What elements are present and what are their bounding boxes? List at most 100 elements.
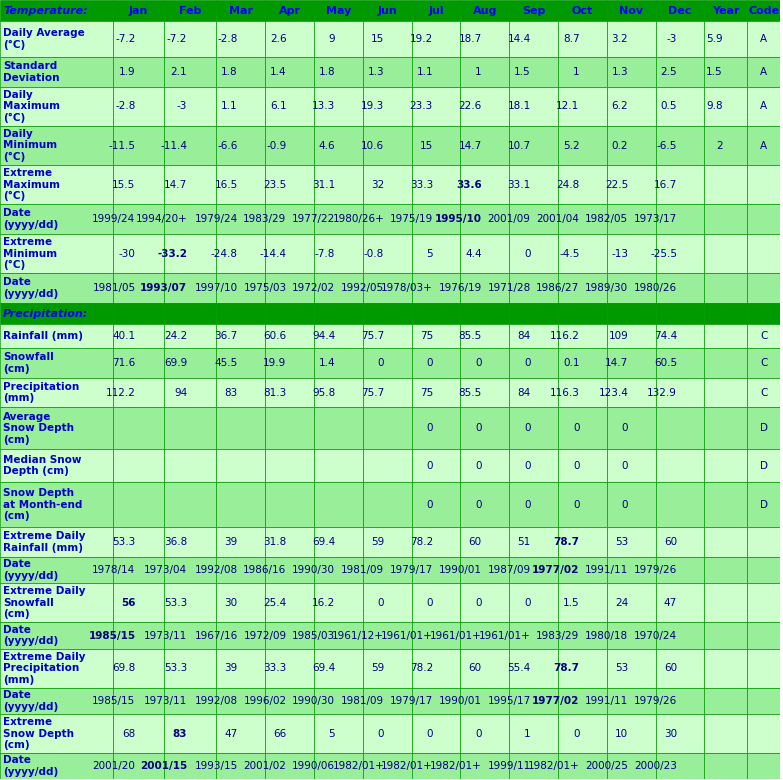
Text: 1967/16: 1967/16 [194, 630, 238, 640]
Bar [607, 622, 655, 649]
Text: 55.4: 55.4 [507, 663, 531, 673]
Text: 13.3: 13.3 [312, 101, 335, 112]
Text: 2: 2 [716, 140, 723, 151]
Bar [363, 273, 412, 303]
Bar [558, 234, 607, 273]
Text: -6.5: -6.5 [657, 140, 677, 151]
Text: 14.7: 14.7 [605, 358, 628, 368]
Text: 31.8: 31.8 [263, 537, 287, 548]
Bar [113, 714, 164, 753]
Bar [509, 378, 558, 407]
Bar [265, 324, 314, 348]
Bar [216, 688, 265, 714]
Text: 19.9: 19.9 [263, 358, 287, 368]
Text: 60: 60 [664, 663, 677, 673]
Text: 71.6: 71.6 [112, 358, 135, 368]
Bar [460, 482, 509, 527]
Bar [607, 482, 655, 527]
Bar [164, 557, 216, 583]
Bar [113, 557, 164, 583]
Bar [314, 126, 363, 165]
Text: Extreme Daily
Rainfall (mm): Extreme Daily Rainfall (mm) [3, 531, 85, 553]
Bar [113, 407, 164, 449]
Text: Daily Average
(°C): Daily Average (°C) [3, 28, 85, 50]
Text: 1993/07: 1993/07 [140, 283, 187, 293]
Text: 2001/02: 2001/02 [244, 761, 287, 771]
Bar [0, 583, 113, 622]
Bar [412, 324, 460, 348]
Text: 33.1: 33.1 [507, 179, 531, 190]
Bar [412, 378, 460, 407]
Bar [655, 649, 705, 688]
Text: 2.1: 2.1 [171, 67, 187, 77]
Text: 1.3: 1.3 [612, 67, 628, 77]
Text: 75.7: 75.7 [361, 332, 384, 341]
Text: 19.2: 19.2 [410, 34, 433, 44]
Bar [655, 407, 705, 449]
Bar [113, 622, 164, 649]
Text: 69.4: 69.4 [312, 663, 335, 673]
Bar [164, 649, 216, 688]
Text: Jun: Jun [377, 5, 397, 16]
Text: 6.2: 6.2 [612, 101, 628, 112]
Text: 109: 109 [608, 332, 628, 341]
Text: 0: 0 [622, 461, 628, 470]
Bar [607, 378, 655, 407]
Text: 94.4: 94.4 [312, 332, 335, 341]
Text: 33.6: 33.6 [456, 179, 482, 190]
Bar [265, 714, 314, 753]
Bar [509, 407, 558, 449]
Text: Rainfall (mm): Rainfall (mm) [3, 332, 83, 341]
Bar [558, 449, 607, 482]
Bar [164, 234, 216, 273]
Bar [113, 0, 164, 21]
Text: 78.7: 78.7 [554, 663, 579, 673]
Text: 0: 0 [524, 500, 531, 510]
Text: 94: 94 [174, 388, 187, 398]
Bar [113, 303, 164, 324]
Bar [0, 753, 113, 779]
Bar [655, 527, 705, 557]
Bar [0, 21, 113, 57]
Bar [314, 753, 363, 779]
Text: 1994/20+: 1994/20+ [135, 215, 187, 224]
Text: 0: 0 [427, 358, 433, 368]
Bar [0, 165, 113, 204]
Bar [460, 407, 509, 449]
Text: 30: 30 [664, 729, 677, 739]
Bar [607, 583, 655, 622]
Text: Snowfall
(cm): Snowfall (cm) [3, 352, 54, 374]
Text: 0: 0 [475, 424, 482, 433]
Text: 40.1: 40.1 [113, 332, 135, 341]
Text: Date
(yyyy/dd): Date (yyyy/dd) [3, 208, 58, 230]
Bar [747, 234, 780, 273]
Text: 1.5: 1.5 [706, 67, 723, 77]
Bar [363, 583, 412, 622]
Text: 1981/05: 1981/05 [92, 283, 135, 293]
Text: 1981/09: 1981/09 [341, 696, 384, 706]
Bar [460, 204, 509, 234]
Bar [164, 583, 216, 622]
Bar [747, 87, 780, 126]
Text: 1977/22: 1977/22 [292, 215, 335, 224]
Bar [164, 622, 216, 649]
Bar [314, 165, 363, 204]
Text: 75: 75 [420, 332, 433, 341]
Bar [314, 204, 363, 234]
Text: 95.8: 95.8 [312, 388, 335, 398]
Bar [164, 449, 216, 482]
Bar [558, 407, 607, 449]
Text: C: C [760, 332, 767, 341]
Bar [558, 165, 607, 204]
Bar [164, 165, 216, 204]
Bar [216, 449, 265, 482]
Text: D: D [760, 424, 768, 433]
Bar [265, 449, 314, 482]
Bar [705, 234, 747, 273]
Bar [164, 482, 216, 527]
Bar [558, 688, 607, 714]
Bar [412, 273, 460, 303]
Text: 1975/03: 1975/03 [244, 283, 287, 293]
Bar [705, 583, 747, 622]
Text: Median Snow
Depth (cm): Median Snow Depth (cm) [3, 455, 81, 477]
